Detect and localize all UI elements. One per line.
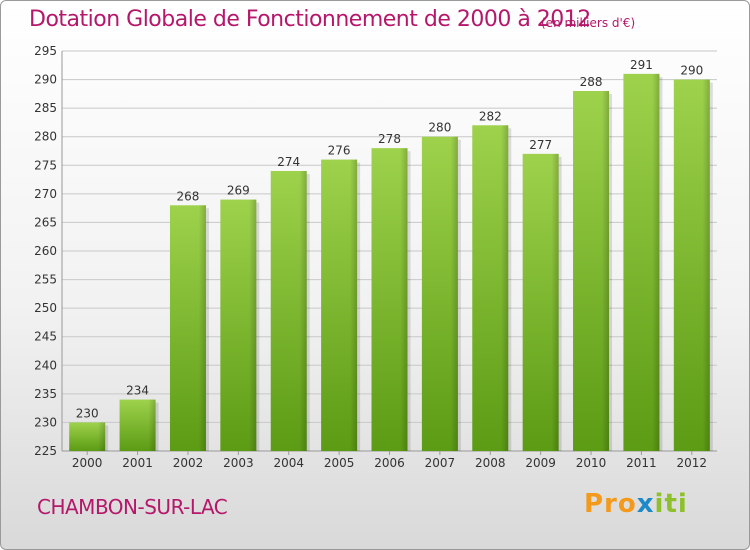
data-labels: 230 234 268 269 274 276 278 280 282 277 288 291 290 (76, 58, 704, 421)
bar-shade (421, 136, 458, 451)
x-tick-label: 2009 (525, 456, 556, 470)
bar-shade (573, 91, 610, 451)
y-tick-label: 225 (34, 444, 57, 458)
y-tick-label: 295 (34, 44, 57, 58)
data-label: 230 (76, 406, 99, 420)
data-label: 290 (680, 64, 703, 78)
bar-shade (69, 422, 106, 451)
commune-name: CHAMBON-SUR-LAC (37, 495, 228, 519)
data-label: 269 (227, 184, 250, 198)
x-tick-label: 2007 (425, 456, 456, 470)
brand-logo: Proxiti (584, 489, 688, 519)
y-tick-label: 265 (34, 215, 57, 229)
y-tick-label: 255 (34, 273, 57, 287)
x-tick-label: 2003 (223, 456, 254, 470)
data-label: 282 (479, 109, 502, 123)
bar-shade (623, 73, 660, 451)
data-label: 274 (277, 155, 300, 169)
y-tick-label: 240 (34, 358, 57, 372)
data-label: 278 (378, 132, 401, 146)
y-axis-ticks: 225 230 235 240 245 250 255 260 265 270 275 280 285 2… (34, 44, 57, 458)
brand-part-1: Pro (584, 489, 637, 519)
data-label: 276 (328, 144, 351, 158)
x-tick-label: 2005 (324, 456, 355, 470)
data-label: 280 (428, 121, 451, 135)
y-tick-label: 290 (34, 73, 57, 87)
x-tick-label: 2001 (122, 456, 153, 470)
brand-part-3: iti (654, 489, 688, 519)
bar-shade (220, 199, 257, 451)
data-label: 291 (630, 58, 653, 72)
bar-shade (169, 205, 206, 451)
chart-title: Dotation Globale de Fonctionnement de 20… (29, 7, 591, 32)
data-label: 277 (529, 138, 552, 152)
y-tick-label: 270 (34, 187, 57, 201)
y-tick-label: 245 (34, 330, 57, 344)
y-tick-label: 230 (34, 415, 57, 429)
x-tick-label: 2002 (173, 456, 204, 470)
x-tick-label: 2004 (273, 456, 304, 470)
bar-shade (522, 153, 559, 451)
x-tick-label: 2012 (677, 456, 708, 470)
x-tick-label: 2006 (374, 456, 405, 470)
y-tick-label: 250 (34, 301, 57, 315)
bar-shade (472, 125, 509, 452)
bars (69, 73, 713, 452)
bar-shade (321, 159, 358, 452)
x-tick-label: 2000 (72, 456, 103, 470)
y-tick-label: 280 (34, 130, 57, 144)
bar-shade (673, 79, 710, 452)
data-label: 288 (580, 75, 603, 89)
bar-shade (270, 171, 307, 451)
x-tick-label: 2010 (576, 456, 607, 470)
brand-part-2: x (636, 489, 655, 519)
bar-shade (119, 399, 156, 451)
y-tick-label: 275 (34, 158, 57, 172)
data-label: 234 (126, 384, 149, 398)
unit-note: (en milliers d'€) (541, 16, 636, 30)
x-tick-label: 2008 (475, 456, 506, 470)
x-axis-ticks: 2000 2001 2002 2003 2004 2005 2006 2007 2008 2009… (72, 451, 707, 470)
bar-shade (371, 148, 408, 451)
y-tick-label: 285 (34, 101, 57, 115)
data-label: 268 (177, 189, 200, 203)
x-tick-label: 2011 (626, 456, 657, 470)
y-tick-label: 260 (34, 244, 57, 258)
y-tick-label: 235 (34, 387, 57, 401)
